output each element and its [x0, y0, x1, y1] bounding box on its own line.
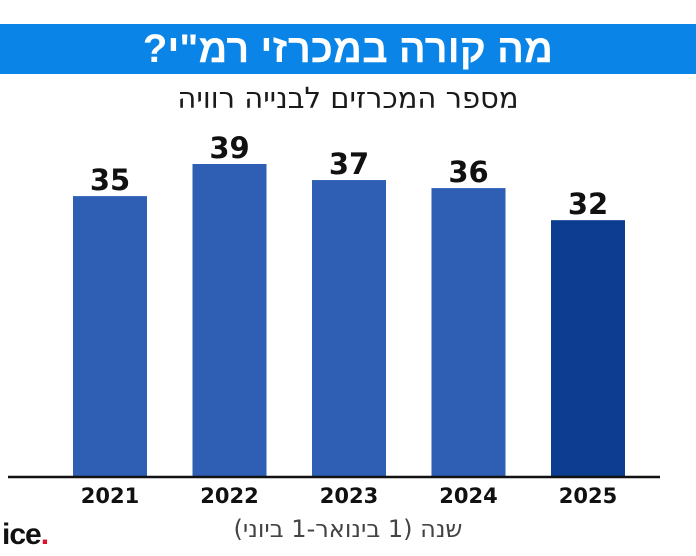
- x-tick-label-2024: 2024: [439, 484, 497, 508]
- bar-2024: [431, 188, 506, 478]
- ice-logo: ice.: [2, 518, 49, 552]
- bar-2025: [551, 220, 625, 477]
- bar-2022: [192, 164, 267, 477]
- logo-dot: .: [40, 518, 49, 551]
- chart-subtitle: מספר המכרזים לבנייה רוויה: [177, 81, 519, 115]
- chart-title: מה קורה במכרזי רמ"י?: [0, 24, 696, 74]
- x-tick-label-2021: 2021: [81, 484, 139, 508]
- bar-value-label-2021: 35: [90, 163, 130, 197]
- bar-value-label-2025: 32: [568, 187, 608, 221]
- bar-value-label-2023: 37: [329, 147, 369, 181]
- bar-value-label-2024: 36: [448, 155, 488, 189]
- bar-2023: [312, 180, 386, 478]
- bar-2021: [73, 196, 147, 477]
- bar-value-label-2022: 39: [209, 131, 249, 165]
- x-tick-label-2023: 2023: [320, 484, 378, 508]
- logo-text: ice: [2, 518, 42, 551]
- x-axis-label: שנה (1 בינואר-1 ביוני): [233, 515, 463, 543]
- x-tick-label-2022: 2022: [200, 484, 258, 508]
- x-tick-label-2025: 2025: [559, 484, 617, 508]
